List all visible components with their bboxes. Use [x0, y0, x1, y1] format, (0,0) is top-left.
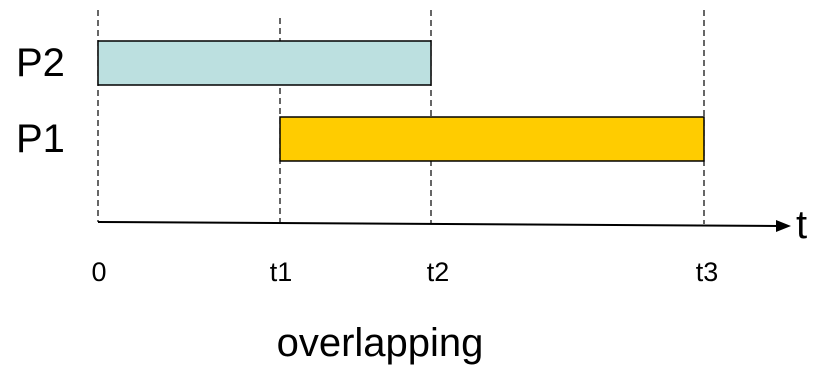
time-axis-line	[97, 221, 779, 227]
process-label-p1: P1	[16, 117, 65, 161]
tick-label-t3: t3	[696, 257, 719, 287]
process-label-p2: P2	[16, 41, 65, 85]
time-axis-label: t	[796, 203, 807, 247]
time-axis-arrowhead	[776, 220, 791, 232]
process-bar-p2	[97, 40, 432, 86]
tick-label-t1: t1	[270, 257, 293, 287]
process-bar-p1	[279, 116, 705, 162]
tick-label-0: 0	[91, 257, 106, 287]
tick-label-t2: t2	[427, 257, 450, 287]
diagram-caption: overlapping	[277, 321, 484, 365]
